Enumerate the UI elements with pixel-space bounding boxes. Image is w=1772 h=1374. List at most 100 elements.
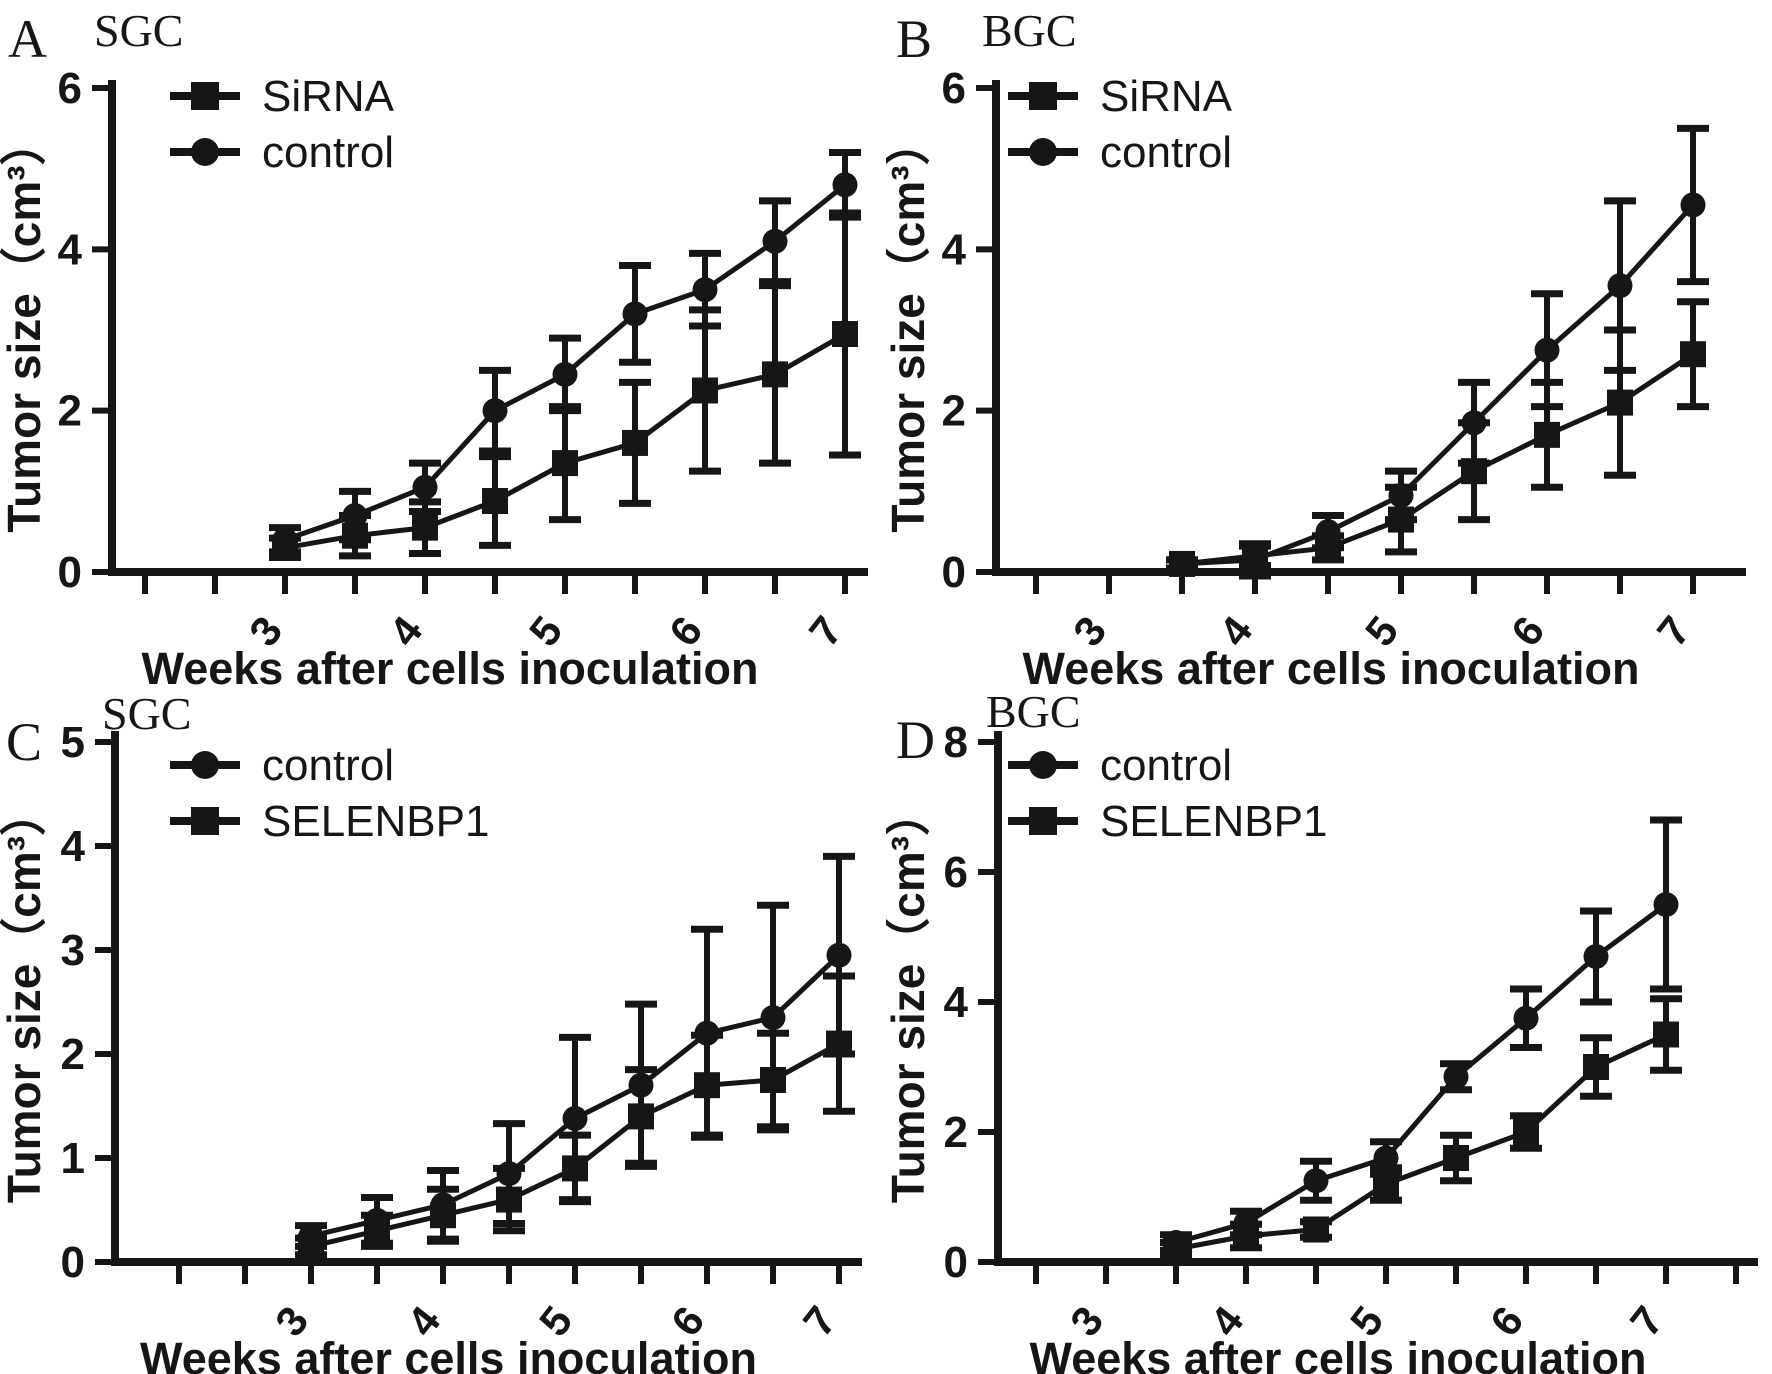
data-point-square bbox=[552, 450, 578, 477]
data-point-circle bbox=[1242, 547, 1268, 573]
y-tick-label: 0 bbox=[61, 1238, 85, 1287]
y-tick-label: 2 bbox=[58, 387, 82, 436]
legend-square-marker bbox=[1029, 807, 1057, 835]
panel-title-d: BGC bbox=[986, 686, 1081, 737]
data-point-square bbox=[1373, 1171, 1399, 1197]
panel-c: C SGC 3 4 5 6 7 0 1 2 3 4 5 Tumor size（cm³） Weeks af… bbox=[0, 687, 886, 1374]
legend-label: control bbox=[262, 128, 394, 177]
x-axis-title: Weeks after cells inoculation bbox=[1030, 1333, 1647, 1374]
panel-letter-b: B bbox=[896, 9, 933, 69]
y-tick-label: 6 bbox=[942, 64, 966, 113]
series-selenbp1 bbox=[295, 972, 855, 1260]
y-tick-label: 1 bbox=[61, 1134, 85, 1183]
series-sirna bbox=[1166, 298, 1709, 577]
data-point-square bbox=[1233, 1223, 1259, 1249]
series-control bbox=[269, 149, 861, 556]
y-tick-label: 5 bbox=[61, 718, 85, 767]
legend-item-control: control bbox=[170, 128, 394, 177]
legend-circle-marker bbox=[1029, 138, 1057, 166]
data-point-square bbox=[1680, 341, 1706, 368]
y-tick-label: 0 bbox=[944, 1238, 968, 1287]
data-point-square bbox=[430, 1202, 456, 1229]
x-tick-label: 7 bbox=[800, 607, 851, 654]
data-point-circle bbox=[1443, 1064, 1469, 1090]
y-tick-label: 2 bbox=[942, 387, 966, 436]
data-point-circle bbox=[692, 277, 718, 303]
data-point-square bbox=[762, 361, 788, 388]
data-point-square bbox=[482, 488, 508, 515]
series-line-control bbox=[1181, 203, 1695, 567]
panel-title-c: SGC bbox=[102, 688, 192, 739]
y-tick-label: 6 bbox=[58, 64, 82, 113]
y-tick-label: 3 bbox=[61, 926, 85, 975]
x-axis-title: Weeks after cells inoculation bbox=[142, 643, 759, 687]
legend-item-control: control bbox=[1008, 741, 1232, 790]
legend-label: control bbox=[262, 741, 394, 790]
y-tick-label: 8 bbox=[944, 718, 968, 767]
data-point-square bbox=[832, 321, 858, 348]
series-control bbox=[1166, 124, 1709, 580]
legend-item-sirna: SiRNA bbox=[1008, 72, 1233, 121]
data-point-circle bbox=[552, 361, 578, 387]
data-point-square bbox=[760, 1067, 786, 1093]
data-point-circle bbox=[342, 503, 368, 529]
data-point-circle bbox=[1607, 273, 1633, 299]
data-point-circle bbox=[1388, 482, 1414, 508]
x-tick-label: 7 bbox=[794, 1297, 845, 1344]
data-point-square bbox=[622, 429, 648, 456]
data-point-square bbox=[1163, 1236, 1189, 1262]
data-point-square bbox=[298, 1233, 324, 1260]
series-line-control bbox=[1175, 902, 1668, 1245]
legend-item-control: control bbox=[1008, 128, 1232, 177]
panel-a: A SGC 3 4 5 6 7 0 2 4 6 Tumor size（cm³） Weeks afte… bbox=[0, 0, 886, 687]
data-point-circle bbox=[760, 1005, 786, 1031]
y-tick-label: 4 bbox=[942, 225, 967, 274]
x-tick-label: 7 bbox=[1648, 607, 1699, 654]
legend-square-marker bbox=[191, 82, 219, 110]
legend-item-sirna: SiRNA bbox=[170, 72, 395, 121]
data-point-circle bbox=[1653, 892, 1679, 917]
x-axis-title: Weeks after cells inoculation bbox=[1023, 643, 1640, 687]
y-tick-label: 4 bbox=[944, 978, 969, 1027]
data-point-circle bbox=[562, 1105, 588, 1131]
legend-label: SiRNA bbox=[262, 72, 395, 121]
panel-b: B BGC 3 4 5 6 7 0 2 4 6 Tumor size（cm³） Weeks afte… bbox=[886, 0, 1772, 687]
legend-item-selenbp1: SELENBP1 bbox=[1008, 797, 1327, 846]
y-tick-label: 4 bbox=[58, 225, 83, 274]
y-tick-label: 0 bbox=[942, 548, 966, 597]
legend-label: SELENBP1 bbox=[1100, 797, 1327, 846]
data-point-circle bbox=[1513, 1005, 1539, 1031]
data-point-circle bbox=[826, 942, 852, 968]
data-point-square bbox=[1653, 1021, 1679, 1048]
data-point-square bbox=[562, 1155, 588, 1182]
data-point-square bbox=[826, 1030, 852, 1057]
data-point-square bbox=[1443, 1145, 1469, 1171]
legend-item-control: control bbox=[170, 741, 394, 790]
y-axis-title: Tumor size（cm³） bbox=[886, 119, 934, 532]
panel-letter-c: C bbox=[6, 712, 43, 772]
y-axis-title: Tumor size（cm³） bbox=[0, 790, 50, 1203]
data-point-square bbox=[1534, 421, 1560, 448]
data-point-square bbox=[1607, 389, 1633, 416]
panel-letter-d: D bbox=[896, 710, 935, 770]
data-point-square bbox=[628, 1103, 654, 1130]
legend-item-selenbp1: SELENBP1 bbox=[170, 797, 489, 846]
series-selenbp1 bbox=[1160, 995, 1682, 1262]
legend-label: SELENBP1 bbox=[262, 797, 489, 846]
data-point-square bbox=[1513, 1119, 1539, 1145]
legend-label: control bbox=[1100, 741, 1232, 790]
data-point-circle bbox=[272, 527, 298, 553]
y-tick-label: 2 bbox=[61, 1030, 85, 1079]
data-point-square bbox=[496, 1186, 522, 1213]
data-point-circle bbox=[412, 474, 438, 500]
data-point-square bbox=[1583, 1054, 1609, 1080]
legend-circle-marker bbox=[191, 138, 219, 166]
panel-letter-a: A bbox=[8, 9, 47, 69]
legend-label: SiRNA bbox=[1100, 72, 1233, 121]
data-point-circle bbox=[1583, 944, 1609, 969]
legend-circle-marker bbox=[191, 751, 219, 779]
data-point-circle bbox=[482, 398, 508, 424]
